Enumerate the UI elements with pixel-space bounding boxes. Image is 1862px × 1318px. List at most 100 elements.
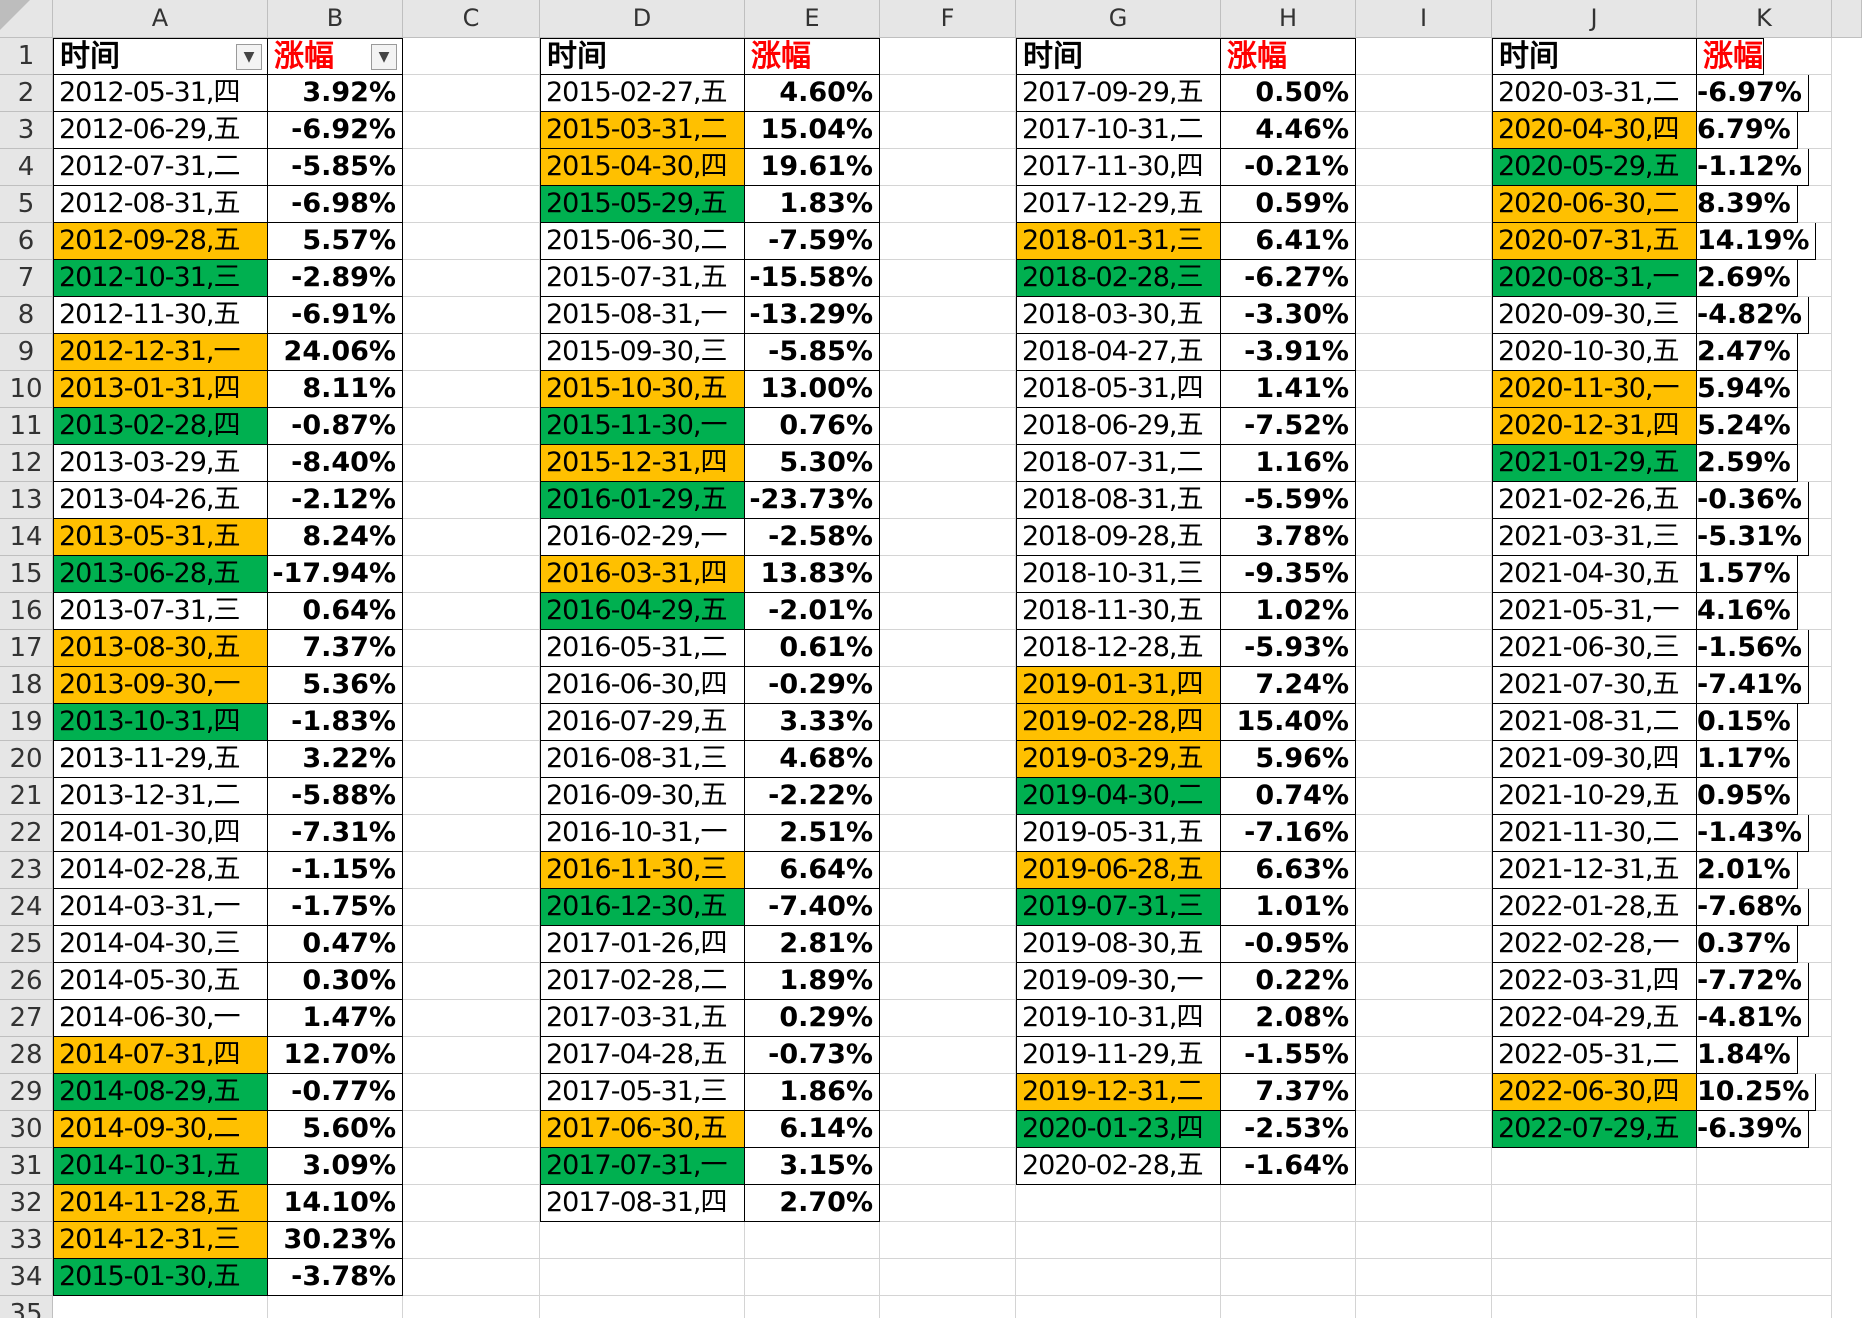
change-cell[interactable]: -15.58% <box>745 260 880 297</box>
change-cell[interactable]: 2.47% <box>1697 334 1798 371</box>
date-cell[interactable]: 2014-01-30,四 <box>53 815 268 852</box>
change-cell[interactable]: -1.56% <box>1697 630 1809 667</box>
date-cell[interactable]: 2019-09-30,一 <box>1016 963 1221 1000</box>
date-cell[interactable]: 2014-12-31,三 <box>53 1222 268 1259</box>
date-cell[interactable]: 2014-11-28,五 <box>53 1185 268 1222</box>
date-cell[interactable]: 2016-10-31,一 <box>540 815 745 852</box>
grid-cell[interactable] <box>1356 112 1492 149</box>
grid-cell[interactable] <box>745 1296 880 1318</box>
column-header-a[interactable]: A <box>53 0 268 38</box>
grid-cell[interactable] <box>1697 1185 1832 1222</box>
date-cell[interactable]: 2020-07-31,五 <box>1492 223 1697 260</box>
change-cell[interactable]: -2.22% <box>745 778 880 815</box>
change-cell[interactable]: -3.30% <box>1221 297 1356 334</box>
grid-cell[interactable] <box>403 889 540 926</box>
grid-cell[interactable] <box>1356 1222 1492 1259</box>
grid-cell[interactable] <box>880 223 1016 260</box>
change-cell[interactable]: 3.09% <box>268 1148 403 1185</box>
date-cell[interactable]: 2020-02-28,五 <box>1016 1148 1221 1185</box>
grid-cell[interactable] <box>880 1000 1016 1037</box>
grid-cell[interactable] <box>1221 1259 1356 1296</box>
change-cell[interactable]: -8.40% <box>268 445 403 482</box>
grid-cell[interactable] <box>1356 75 1492 112</box>
date-cell[interactable]: 2018-04-27,五 <box>1016 334 1221 371</box>
grid-cell[interactable] <box>1697 1259 1832 1296</box>
change-cell[interactable]: 2.08% <box>1221 1000 1356 1037</box>
grid-cell[interactable] <box>880 408 1016 445</box>
grid-cell[interactable] <box>880 1222 1016 1259</box>
grid-cell[interactable] <box>403 667 540 704</box>
row-header-8[interactable]: 8 <box>0 297 53 334</box>
change-cell[interactable]: -0.95% <box>1221 926 1356 963</box>
grid-cell[interactable] <box>403 112 540 149</box>
change-cell[interactable]: -5.88% <box>268 778 403 815</box>
change-cell[interactable]: 19.61% <box>745 149 880 186</box>
grid-cell[interactable] <box>1356 223 1492 260</box>
date-cell[interactable]: 2017-06-30,五 <box>540 1111 745 1148</box>
grid-cell[interactable] <box>880 482 1016 519</box>
change-cell[interactable]: 1.89% <box>745 963 880 1000</box>
date-cell[interactable]: 2019-12-31,二 <box>1016 1074 1221 1111</box>
date-cell[interactable]: 2021-11-30,二 <box>1492 815 1697 852</box>
change-cell[interactable]: -2.53% <box>1221 1111 1356 1148</box>
date-cell[interactable]: 2014-10-31,五 <box>53 1148 268 1185</box>
change-cell[interactable]: 1.41% <box>1221 371 1356 408</box>
grid-cell[interactable] <box>745 1222 880 1259</box>
date-cell[interactable]: 2022-01-28,五 <box>1492 889 1697 926</box>
date-cell[interactable]: 2018-12-28,五 <box>1016 630 1221 667</box>
date-cell[interactable]: 2018-03-30,五 <box>1016 297 1221 334</box>
change-cell[interactable]: -1.43% <box>1697 815 1809 852</box>
grid-cell[interactable] <box>1221 1296 1356 1318</box>
grid-cell[interactable] <box>1356 408 1492 445</box>
change-cell[interactable]: 6.41% <box>1221 223 1356 260</box>
column-header-c[interactable]: C <box>403 0 540 38</box>
grid-cell[interactable] <box>1356 815 1492 852</box>
grid-cell[interactable] <box>1356 1296 1492 1318</box>
change-cell[interactable]: 0.29% <box>745 1000 880 1037</box>
date-cell[interactable]: 2017-04-28,五 <box>540 1037 745 1074</box>
change-cell[interactable]: -3.91% <box>1221 334 1356 371</box>
row-header-16[interactable]: 16 <box>0 593 53 630</box>
date-cell[interactable]: 2020-05-29,五 <box>1492 149 1697 186</box>
date-cell[interactable]: 2018-09-28,五 <box>1016 519 1221 556</box>
date-cell[interactable]: 2015-04-30,四 <box>540 149 745 186</box>
change-cell[interactable]: -1.15% <box>268 852 403 889</box>
change-cell[interactable]: 0.59% <box>1221 186 1356 223</box>
grid-cell[interactable] <box>403 371 540 408</box>
grid-cell[interactable] <box>1016 1259 1221 1296</box>
date-cell[interactable]: 2019-07-31,三 <box>1016 889 1221 926</box>
row-header-14[interactable]: 14 <box>0 519 53 556</box>
date-cell[interactable]: 2013-12-31,二 <box>53 778 268 815</box>
change-cell[interactable]: 4.46% <box>1221 112 1356 149</box>
grid-cell[interactable] <box>540 1222 745 1259</box>
grid-cell[interactable] <box>403 556 540 593</box>
change-cell[interactable]: -2.12% <box>268 482 403 519</box>
change-cell[interactable]: 5.96% <box>1221 741 1356 778</box>
change-cell[interactable]: -4.81% <box>1697 1000 1809 1037</box>
change-cell[interactable]: 1.84% <box>1697 1037 1798 1074</box>
change-cell[interactable]: 3.92% <box>268 75 403 112</box>
date-cell[interactable]: 2019-03-29,五 <box>1016 741 1221 778</box>
grid-cell[interactable] <box>880 186 1016 223</box>
column-header-e[interactable]: E <box>745 0 880 38</box>
grid-cell[interactable] <box>403 815 540 852</box>
grid-cell[interactable] <box>403 297 540 334</box>
grid-cell[interactable] <box>1356 778 1492 815</box>
change-cell[interactable]: 8.39% <box>1697 186 1798 223</box>
row-header-33[interactable]: 33 <box>0 1222 53 1259</box>
change-cell[interactable]: 6.64% <box>745 852 880 889</box>
date-cell[interactable]: 2018-08-31,五 <box>1016 482 1221 519</box>
change-cell[interactable]: -5.85% <box>268 149 403 186</box>
change-cell[interactable]: 1.57% <box>1697 556 1798 593</box>
row-header-35[interactable]: 35 <box>0 1296 53 1318</box>
change-cell[interactable]: 6.63% <box>1221 852 1356 889</box>
grid-cell[interactable] <box>880 1111 1016 1148</box>
row-header-13[interactable]: 13 <box>0 482 53 519</box>
change-cell[interactable]: 8.24% <box>268 519 403 556</box>
date-cell[interactable]: 2022-06-30,四 <box>1492 1074 1697 1111</box>
date-cell[interactable]: 2014-05-30,五 <box>53 963 268 1000</box>
date-cell[interactable]: 2012-08-31,五 <box>53 186 268 223</box>
grid-cell[interactable] <box>880 815 1016 852</box>
date-cell[interactable]: 2022-02-28,一 <box>1492 926 1697 963</box>
change-cell[interactable]: -17.94% <box>268 556 403 593</box>
